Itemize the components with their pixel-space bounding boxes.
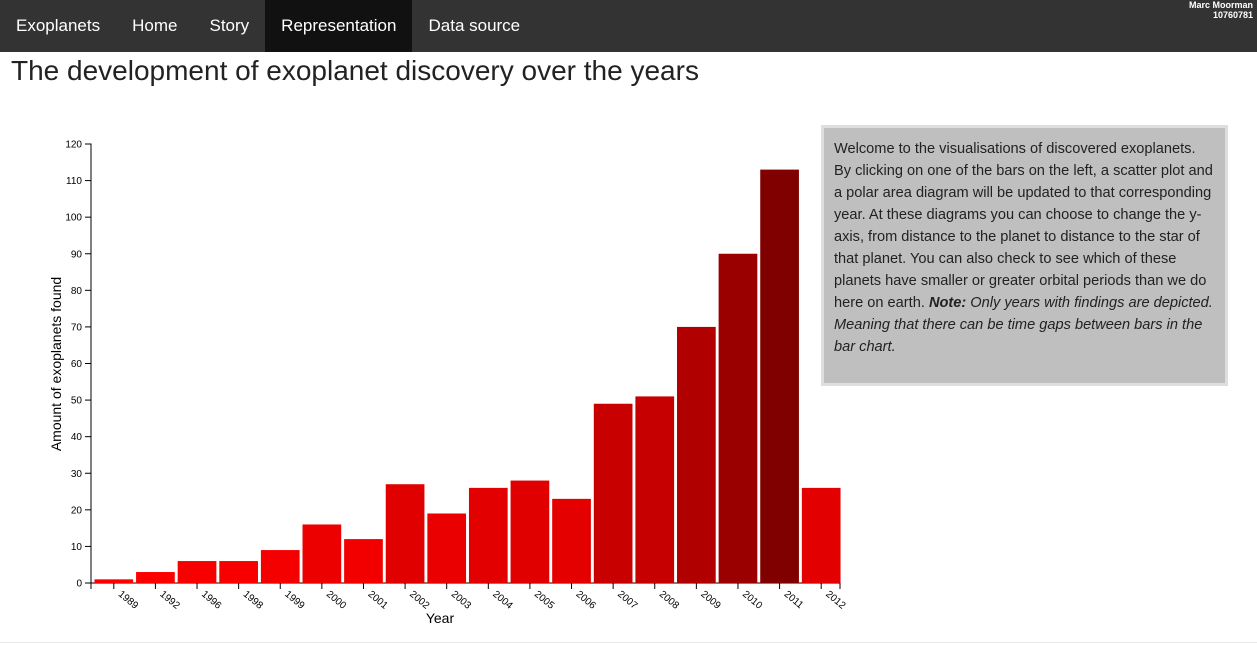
bar-2005[interactable] [510, 480, 550, 583]
x-tick-label: 2001 [366, 589, 390, 612]
user-id: 10760781 [1212, 10, 1253, 20]
bar-2000[interactable] [302, 524, 342, 583]
x-axis-label: Year [426, 610, 455, 626]
bar-2003[interactable] [427, 513, 467, 583]
navbar: Exoplanets Home Story Representation Dat… [0, 0, 1257, 52]
info-note-label: Note: [928, 295, 967, 311]
y-tick-label: 10 [71, 542, 83, 553]
bar-2002[interactable] [385, 484, 425, 583]
x-tick-label: 2011 [782, 589, 806, 612]
page-divider [0, 642, 1257, 643]
y-axis-label: Amount of exoplanets found [48, 277, 64, 451]
user-info: Marc Moorman 10760781 [1189, 0, 1253, 20]
user-name: Marc Moorman [1188, 0, 1253, 10]
info-box: Welcome to the visualisations of discove… [821, 125, 1228, 386]
y-tick-label: 70 [71, 322, 83, 333]
bar-2010[interactable] [718, 253, 758, 583]
nav-item-story[interactable]: Story [209, 16, 250, 35]
bars-group [94, 169, 841, 583]
x-tick-label: 2009 [698, 589, 722, 612]
info-note-text: Only years with findings are depicted. M… [834, 295, 1213, 355]
bar-1989[interactable] [94, 579, 134, 583]
bar-1998[interactable] [219, 561, 258, 583]
nav-item-data-source[interactable]: Data source [428, 16, 521, 35]
bar-chart: 0 10 20 30 40 50 60 70 80 90 100 110 120 1989 1992 199… [48, 140, 848, 627]
y-tick-label: 80 [71, 286, 83, 297]
x-axis-line [90, 582, 841, 589]
bar-2001[interactable] [344, 539, 383, 583]
bar-1999[interactable] [260, 550, 300, 583]
x-tick-label: 2007 [615, 589, 639, 612]
x-tick-label: 1998 [241, 589, 265, 612]
x-tick-label: 2000 [324, 589, 348, 612]
page-title: The development of exoplanet discovery o… [11, 55, 699, 86]
bar-2011[interactable] [760, 169, 799, 583]
bar-2012[interactable] [801, 487, 841, 583]
bar-2009[interactable] [677, 326, 716, 583]
y-tick-label: 110 [66, 176, 82, 187]
bar-1992[interactable] [136, 572, 175, 583]
y-tick-label: 60 [71, 359, 83, 370]
x-tick-label: 1989 [116, 589, 140, 612]
nav-item-exoplanets[interactable]: Exoplanets [16, 16, 101, 35]
x-tick-label: 1996 [199, 589, 223, 612]
y-tick-label: 50 [71, 396, 83, 407]
bar-2007[interactable] [593, 403, 633, 583]
y-tick-label: 0 [76, 579, 82, 590]
x-axis: 1989 1992 1996 1998 1999 2000 2001 2002 2003 2004… [90, 582, 848, 612]
bar-2008[interactable] [635, 396, 675, 583]
y-tick-label: 20 [71, 505, 83, 516]
x-tick-label: 2002 [407, 589, 431, 612]
bar-2006[interactable] [552, 498, 591, 583]
y-tick-label: 30 [71, 469, 83, 480]
y-axis: 0 10 20 30 40 50 60 70 80 90 100 110 120 [65, 140, 92, 590]
nav-item-home[interactable]: Home [132, 16, 178, 35]
y-tick-label: 100 [65, 213, 82, 224]
y-tick-label: 40 [71, 432, 83, 443]
bar-2004[interactable] [468, 487, 508, 583]
nav-item-representation[interactable]: Representation [265, 0, 413, 52]
bar-1996[interactable] [177, 561, 217, 583]
x-tick-label: 2012 [823, 589, 847, 612]
x-tick-label: 2008 [657, 589, 681, 612]
x-tick-label: 2003 [449, 589, 473, 612]
y-tick-label: 120 [65, 140, 82, 151]
info-text: Welcome to the visualisations of discove… [834, 141, 1213, 311]
x-tick-label: 1992 [157, 589, 181, 612]
x-tick-label: 2006 [574, 589, 598, 612]
x-tick-label: 2005 [532, 589, 556, 612]
x-tick-label: 2004 [490, 589, 514, 612]
x-tick-label: 1999 [282, 589, 306, 612]
y-tick-label: 90 [71, 249, 83, 260]
x-tick-label: 2010 [740, 589, 764, 612]
